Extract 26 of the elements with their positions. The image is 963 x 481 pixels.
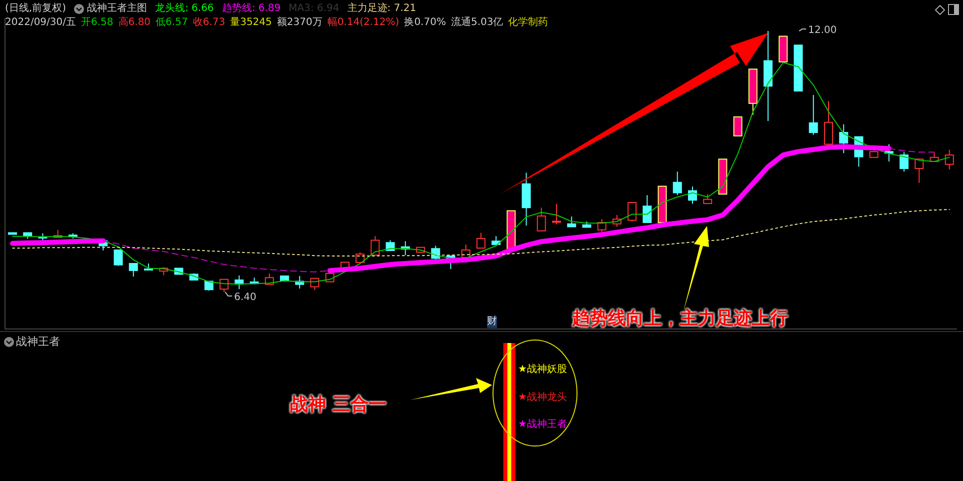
annotation: 12.00	[808, 25, 837, 36]
text: 财	[487, 316, 497, 328]
text: 趋势线: 6.89	[222, 3, 281, 15]
annotation: ★战神王者	[518, 418, 567, 431]
text: 主力足迹: 7.21	[347, 3, 416, 15]
text: 战神王者主图	[86, 3, 147, 15]
annotation: 战神 三合一	[290, 393, 386, 416]
text: 化学制药	[508, 17, 548, 29]
text: 收6.73	[192, 17, 226, 29]
text: 幅0.14(2.12%)	[327, 17, 400, 29]
annotation: ★战神龙头	[518, 390, 567, 404]
text: 低6.57	[156, 17, 188, 29]
annotation: 6.40	[234, 292, 256, 303]
text: 额2370万	[276, 17, 322, 29]
text: (日线,前复权)	[5, 3, 66, 15]
text: 开6.58	[81, 17, 114, 29]
text: MA3: 6.94	[288, 3, 340, 15]
chart-title: 战神王者	[16, 334, 60, 349]
text: 高6.80	[118, 17, 151, 29]
text: 龙头线: 6.66	[154, 3, 214, 15]
text: 量35245	[230, 17, 272, 29]
text: 流通5.03亿	[450, 17, 504, 29]
text: 换0.70%	[404, 17, 446, 29]
text: 2022/09/30/五	[5, 17, 76, 29]
text: 趋势线向上，主力足迹上行	[572, 307, 788, 330]
annotation: ★战神妖股	[518, 362, 567, 376]
